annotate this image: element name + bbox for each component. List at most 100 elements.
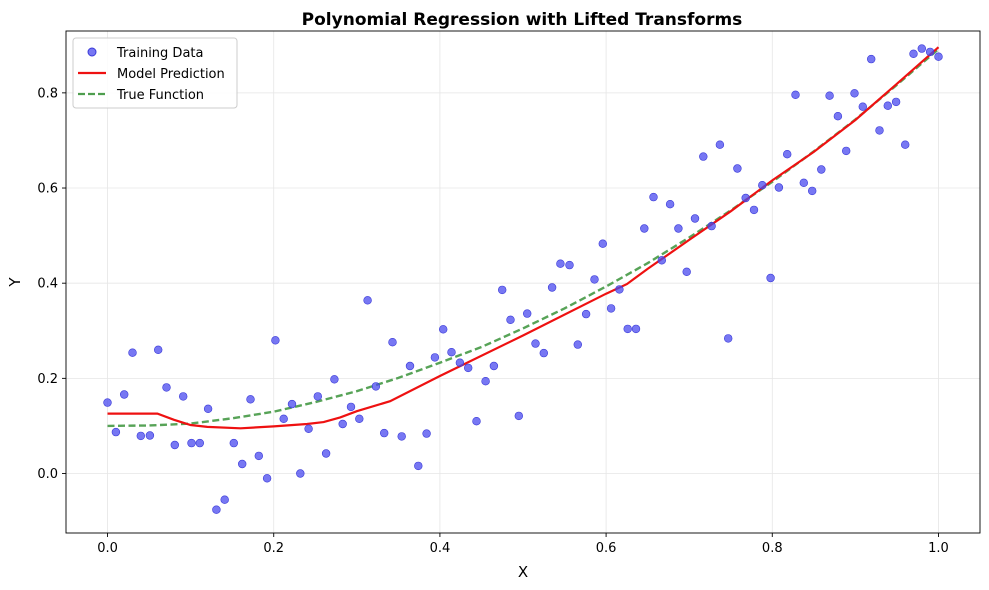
training-data-point (891, 97, 901, 107)
training-data-point (573, 340, 582, 349)
training-data-point (355, 414, 364, 423)
legend-label-training-data: Training Data (116, 46, 203, 61)
training-data-point (556, 259, 565, 268)
training-data-point (439, 325, 448, 334)
training-data-point (506, 315, 515, 324)
training-data-point (925, 47, 935, 57)
legend-label-true-function: True Function (116, 88, 204, 103)
training-data-point (825, 91, 834, 100)
training-data-point (598, 239, 607, 248)
training-data-point (472, 417, 481, 426)
training-data-point (682, 267, 691, 276)
training-data-point (875, 126, 884, 135)
x-tick-label: 1.0 (928, 541, 949, 556)
training-data-point (287, 399, 297, 409)
training-data-point (531, 339, 540, 348)
training-data-series (103, 44, 943, 514)
training-data-point (489, 361, 499, 371)
training-data-point (707, 221, 716, 231)
model-prediction-series (107, 46, 940, 430)
training-data-point (246, 395, 255, 404)
training-data-point (162, 383, 171, 392)
training-data-point (657, 256, 666, 265)
training-data-point (522, 309, 532, 318)
training-data-point (330, 375, 339, 384)
y-tick-label: 0.8 (37, 86, 58, 101)
training-data-point (934, 52, 943, 61)
training-data-point (723, 334, 733, 343)
training-data-point (388, 338, 397, 347)
training-data-point (481, 377, 490, 386)
model-prediction-line (107, 46, 940, 430)
training-data-point (346, 402, 356, 412)
x-tick-label: 0.2 (263, 541, 284, 556)
training-data-point (699, 152, 708, 161)
training-data-point (371, 382, 381, 391)
training-data-point (766, 273, 775, 283)
training-data-point (623, 324, 632, 334)
training-data-point (229, 438, 239, 448)
training-data-point (271, 336, 280, 345)
training-data-point (900, 140, 910, 149)
training-data-point (195, 438, 205, 448)
training-data-point (262, 474, 272, 483)
training-data-point (615, 285, 624, 294)
training-data-point (430, 353, 440, 362)
training-data-point (405, 361, 415, 371)
training-data-point (640, 224, 649, 233)
training-data-point (103, 398, 112, 407)
training-data-point (187, 438, 196, 448)
x-tick-label: 0.4 (430, 541, 451, 556)
legend: Training Data Model Prediction True Func… (72, 37, 238, 109)
training-data-point (514, 411, 523, 421)
training-data-point (649, 192, 658, 202)
training-data-point (782, 150, 792, 159)
true-function-line (107, 48, 940, 428)
training-data-point (212, 505, 221, 514)
training-data-point (455, 358, 465, 367)
training-data-point (741, 193, 750, 203)
training-data-point (917, 44, 926, 53)
y-tick-label: 0.0 (37, 467, 58, 482)
training-data-point (883, 101, 892, 110)
training-data-point (539, 348, 548, 358)
x-tick-label: 0.6 (596, 541, 617, 556)
training-data-point (338, 419, 347, 429)
training-data-point (313, 392, 322, 401)
training-data-point (304, 424, 313, 433)
training-data-point (136, 431, 146, 441)
training-data-point (909, 49, 918, 58)
training-data-point (254, 451, 263, 461)
training-data-point (464, 363, 473, 373)
training-data-point (733, 164, 742, 173)
y-tick-label: 0.6 (37, 182, 58, 197)
training-data-point (154, 345, 163, 354)
chart-title: Polynomial Regression with Lifted Transf… (302, 10, 743, 30)
legend-marker-training-data (87, 47, 97, 57)
y-axis: 0.0 0.2 0.4 0.6 0.8 (37, 86, 66, 482)
training-data-point (581, 309, 591, 319)
training-data-point (296, 469, 305, 478)
training-data-point (850, 89, 859, 98)
training-data-point (238, 459, 247, 469)
x-axis-label: X (518, 563, 528, 581)
training-data-point (380, 428, 389, 438)
training-data-point (799, 178, 808, 188)
training-data-point (606, 304, 616, 313)
training-data-point (414, 461, 423, 471)
training-data-point (363, 296, 372, 305)
true-function-series (107, 48, 940, 428)
training-data-point (690, 214, 700, 223)
plot-area (65, 30, 981, 534)
training-data-point (279, 414, 288, 423)
training-data-point (858, 102, 867, 111)
training-data-point (170, 440, 180, 450)
training-data-point (590, 275, 599, 284)
training-data-point (674, 224, 683, 233)
y-tick-label: 0.4 (37, 277, 58, 292)
training-data-point (758, 181, 767, 190)
y-tick-label: 0.2 (37, 372, 58, 387)
training-data-point (422, 429, 431, 438)
training-data-point (447, 348, 456, 357)
